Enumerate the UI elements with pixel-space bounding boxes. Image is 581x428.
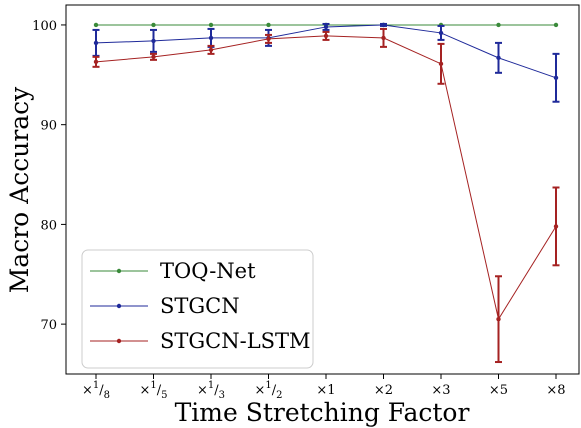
- data-point: [496, 22, 501, 28]
- data-point: [496, 316, 501, 322]
- data-point: [151, 22, 156, 28]
- data-point: [381, 35, 386, 41]
- x-axis: ×1/8 ×1/5 ×1/3 ×1/2 ×1 ×2 ×3 ×5 ×8: [82, 374, 566, 401]
- data-point: [496, 55, 501, 61]
- data-point: [266, 22, 271, 28]
- data-point: [381, 22, 386, 28]
- x-tick-label: ×2: [374, 383, 393, 398]
- data-point: [323, 24, 329, 30]
- legend-box: [81, 249, 314, 369]
- data-point: [438, 30, 444, 36]
- data-point: [151, 54, 156, 60]
- series: [92, 27, 560, 364]
- y-axis-title: Macro Accuracy: [5, 86, 34, 293]
- x-tick-label: ×3: [431, 383, 450, 398]
- y-tick-label: 90: [40, 119, 57, 134]
- x-tick-label: ×1/3: [197, 380, 225, 401]
- data-point: [208, 22, 214, 28]
- data-point: [208, 35, 214, 41]
- x-tick-label: ×1: [316, 383, 335, 398]
- legend-marker: [116, 303, 122, 309]
- legend-label: TOQ-Net: [160, 259, 256, 283]
- x-tick-label: ×1/2: [254, 380, 282, 401]
- x-tick-label: ×1/8: [82, 380, 110, 401]
- legend-label: STGCN: [160, 294, 240, 318]
- data-point: [266, 36, 271, 42]
- y-axis: 70 80 90 100: [32, 19, 66, 333]
- data-point: [208, 47, 214, 53]
- data-point: [323, 33, 329, 39]
- legend-marker: [116, 338, 122, 344]
- data-point: [93, 22, 99, 28]
- legend-label: STGCN-LSTM: [160, 329, 311, 353]
- data-point: [553, 75, 559, 81]
- data-point: [553, 22, 559, 28]
- x-tick-label: ×1/5: [139, 380, 167, 401]
- data-point: [93, 40, 99, 46]
- y-tick-label: 70: [40, 318, 57, 333]
- data-point: [151, 38, 156, 44]
- plot-frame: [65, 4, 580, 375]
- series: [92, 22, 560, 103]
- chart-marks: [92, 22, 560, 364]
- legend-marker: [116, 268, 122, 274]
- data-point: [93, 59, 99, 65]
- data-point: [438, 61, 444, 67]
- x-tick-label: ×5: [489, 383, 508, 398]
- legend: TOQ-Net STGCN STGCN-LSTM: [81, 249, 314, 369]
- x-axis-title: Time Stretching Factor: [175, 398, 470, 427]
- y-tick-label: 80: [40, 218, 57, 233]
- data-point: [553, 224, 559, 229]
- x-tick-label: ×8: [546, 383, 565, 398]
- y-tick-label: 100: [32, 19, 57, 34]
- plot-area: [65, 4, 580, 375]
